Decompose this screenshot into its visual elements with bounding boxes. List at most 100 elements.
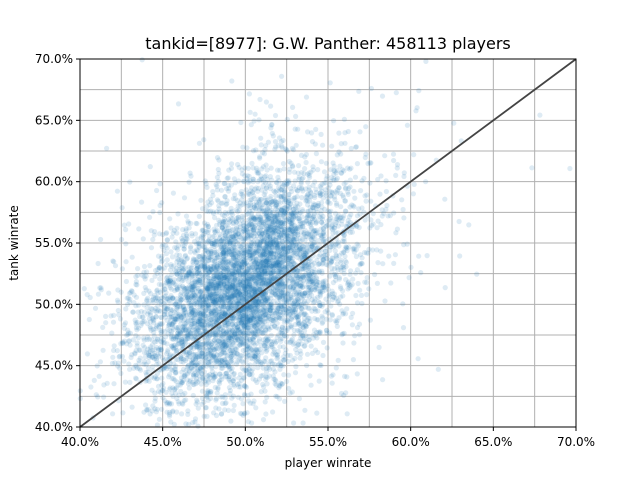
scatter-point: [234, 207, 239, 212]
scatter-point: [179, 236, 184, 241]
scatter-point: [200, 206, 205, 211]
scatter-point: [247, 209, 252, 214]
scatter-point: [353, 293, 358, 298]
scatter-point: [159, 376, 164, 381]
scatter-point: [357, 129, 362, 134]
scatter-point: [273, 139, 278, 144]
scatter-point: [111, 313, 116, 318]
scatter-point: [356, 281, 361, 286]
scatter-point: [288, 353, 293, 358]
scatter-point: [257, 97, 262, 102]
scatter-point: [384, 178, 389, 183]
scatter-point: [123, 380, 128, 385]
scatter-point: [248, 197, 253, 202]
scatter-point: [181, 367, 186, 372]
scatter-point: [123, 320, 128, 325]
scatter-point: [249, 122, 254, 127]
scatter-point: [327, 274, 332, 279]
scatter-point: [331, 160, 336, 165]
scatter-point: [367, 180, 372, 185]
scatter-point: [320, 353, 325, 358]
scatter-point: [240, 401, 245, 406]
scatter-point: [187, 180, 192, 185]
scatter-point: [423, 179, 428, 184]
scatter-point: [301, 420, 306, 425]
scatter-point: [216, 157, 221, 162]
scatter-point: [191, 393, 196, 398]
scatter-point: [270, 409, 275, 414]
scatter-point: [169, 344, 174, 349]
scatter-point: [393, 230, 398, 235]
scatter-point: [355, 300, 360, 305]
scatter-point: [407, 275, 412, 280]
scatter-point: [221, 230, 226, 235]
scatter-point: [425, 253, 430, 258]
scatter-point: [283, 146, 288, 151]
scatter-point: [240, 360, 245, 365]
scatter-point: [119, 237, 124, 242]
scatter-point: [278, 337, 283, 342]
scatter-point: [123, 241, 128, 246]
scatter-point: [313, 127, 318, 132]
scatter-point: [400, 301, 405, 306]
scatter-point: [355, 161, 360, 166]
scatter-point: [178, 356, 183, 361]
scatter-point: [401, 207, 406, 212]
scatter-point: [166, 374, 171, 379]
scatter-point: [338, 294, 343, 299]
scatter-point: [159, 322, 164, 327]
scatter-point: [380, 261, 385, 266]
scatter-point: [412, 182, 417, 187]
scatter-point: [229, 396, 234, 401]
scatter-point: [356, 206, 361, 211]
scatter-point: [82, 286, 87, 291]
scatter-point: [249, 161, 254, 166]
scatter-point: [348, 212, 353, 217]
scatter-point: [423, 59, 428, 64]
scatter-point: [416, 356, 421, 361]
scatter-point: [416, 254, 421, 259]
scatter-point: [341, 195, 346, 200]
scatter-point: [92, 378, 97, 383]
scatter-point: [295, 127, 300, 132]
scatter-point: [244, 187, 249, 192]
scatter-point: [232, 403, 237, 408]
scatter-point: [192, 249, 197, 254]
scatter-point: [474, 272, 479, 277]
scatter-point: [197, 214, 202, 219]
scatter-point: [377, 192, 382, 197]
scatter-point: [130, 255, 135, 260]
scatter-point: [329, 144, 334, 149]
scatter-point: [305, 180, 310, 185]
scatter-point: [246, 203, 251, 208]
scatter-point: [158, 315, 163, 320]
scatter-point: [350, 277, 355, 282]
scatter-point: [100, 325, 105, 330]
scatter-point: [283, 351, 288, 356]
scatter-point: [436, 367, 441, 372]
scatter-point: [362, 280, 367, 285]
scatter-point: [382, 298, 387, 303]
scatter-point: [391, 152, 396, 157]
scatter-point: [154, 188, 159, 193]
scatter-point: [159, 259, 164, 264]
scatter-point: [380, 377, 385, 382]
scatter-point: [137, 360, 142, 365]
scatter-point: [365, 161, 370, 166]
scatter-point: [241, 215, 246, 220]
scatter-point: [399, 197, 404, 202]
scatter-point: [288, 391, 293, 396]
scatter-point: [372, 272, 377, 277]
scatter-point: [157, 276, 162, 281]
scatter-point: [251, 148, 256, 153]
scatter-point: [393, 252, 398, 257]
scatter-point: [364, 292, 369, 297]
scatter-point: [309, 216, 314, 221]
scatter-point: [143, 402, 148, 407]
scatter-point: [302, 408, 307, 413]
scatter-point: [335, 261, 340, 266]
scatter-point: [264, 395, 269, 400]
scatter-point: [282, 399, 287, 404]
scatter-point: [300, 273, 305, 278]
